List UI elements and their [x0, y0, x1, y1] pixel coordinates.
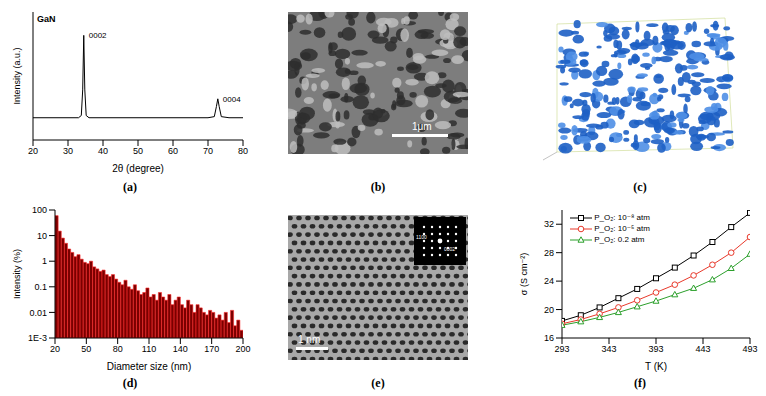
svg-text:20: 20 — [28, 146, 38, 156]
svg-text:293: 293 — [554, 344, 569, 354]
html-text:P_O₂: 10⁻⁸ atm: P_O₂: 10⁻⁸ atm — [594, 213, 650, 222]
html-text:(d): (d) — [122, 376, 138, 390]
svg-text:20: 20 — [544, 305, 554, 315]
svg-text:200: 200 — [235, 344, 250, 354]
svg-text:0002: 0002 — [444, 246, 455, 252]
svg-text:σ (S cm⁻²): σ (S cm⁻²) — [519, 253, 529, 295]
svg-text:0004: 0004 — [223, 95, 241, 104]
svg-text:24: 24 — [544, 276, 554, 286]
svg-text:2θ (degree): 2θ (degree) — [112, 163, 164, 174]
svg-text:40: 40 — [98, 146, 108, 156]
svg-text:1: 1 — [42, 256, 47, 266]
svg-text:80: 80 — [238, 146, 248, 156]
svg-text:110: 110 — [142, 344, 156, 354]
html-text:(e): (e) — [371, 376, 385, 390]
svg-text:0.01: 0.01 — [29, 308, 47, 318]
svg-text:50: 50 — [133, 146, 143, 156]
svg-text:Intensity (a.u.): Intensity (a.u.) — [12, 47, 22, 104]
svg-text:32: 32 — [544, 219, 554, 229]
svg-text:10: 10 — [37, 231, 47, 241]
svg-text:493: 493 — [742, 344, 757, 354]
html-text:P_O₂: 10⁻⁵ atm: P_O₂: 10⁻⁵ atm — [594, 224, 650, 233]
svg-text:Diameter size (nm): Diameter size (nm) — [107, 361, 191, 372]
svg-text:20: 20 — [50, 344, 60, 354]
svg-text:0.1: 0.1 — [34, 282, 47, 292]
svg-text:Intensity (%): Intensity (%) — [12, 249, 22, 299]
svg-text:0002: 0002 — [89, 31, 107, 40]
html-text:P_O₂: 0.2 atm: P_O₂: 0.2 atm — [594, 235, 645, 244]
html-text:(b): (b) — [370, 180, 386, 194]
svg-text:1E-3: 1E-3 — [28, 333, 47, 343]
svg-text:16: 16 — [544, 333, 554, 343]
svg-text:1μm: 1μm — [412, 121, 432, 132]
html-text:GaN: GaN — [37, 14, 56, 24]
svg-text:443: 443 — [695, 344, 710, 354]
html-text:(f): (f) — [634, 376, 646, 390]
svg-text:343: 343 — [601, 344, 616, 354]
svg-text:1 nm: 1 nm — [298, 334, 320, 345]
svg-text:30: 30 — [63, 146, 73, 156]
svg-text:170: 170 — [204, 344, 219, 354]
svg-text:1100: 1100 — [416, 234, 427, 240]
html-text:(c): (c) — [633, 180, 647, 194]
svg-text:T (K): T (K) — [645, 361, 667, 372]
svg-text:393: 393 — [648, 344, 663, 354]
svg-text:70: 70 — [203, 146, 213, 156]
svg-text:80: 80 — [113, 344, 123, 354]
svg-text:60: 60 — [168, 146, 178, 156]
svg-text:50: 50 — [81, 344, 91, 354]
svg-text:28: 28 — [544, 248, 554, 258]
html-text:(a): (a) — [123, 180, 137, 194]
svg-text:100: 100 — [32, 205, 47, 215]
svg-text:140: 140 — [173, 344, 188, 354]
